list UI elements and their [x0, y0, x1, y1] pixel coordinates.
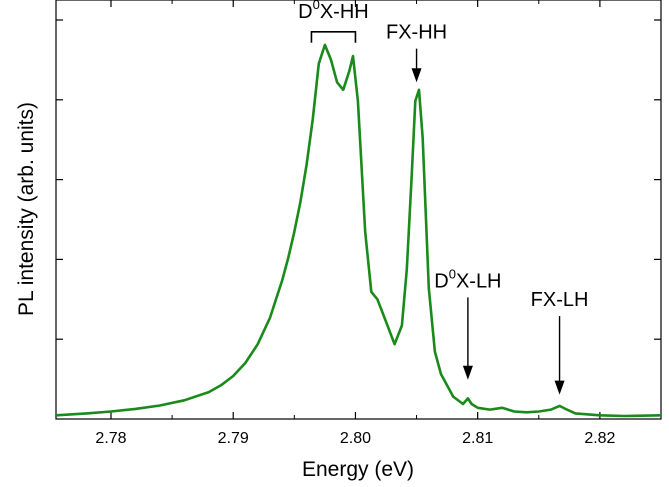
arrowhead-fx_hh	[411, 68, 422, 83]
x-tick-label: 2.80	[340, 430, 371, 447]
arrowhead-d0x_lh	[462, 365, 473, 380]
arrowhead-fx_lh	[554, 380, 565, 395]
annotation-label-fx_lh: FX-LH	[531, 289, 589, 311]
x-tick-label: 2.79	[218, 430, 249, 447]
peak-annotations: D0X-HH FX-HH D0X-LH FX-LH	[298, 0, 588, 395]
x-tick-label: 2.78	[95, 430, 126, 447]
pl-spectrum-line	[55, 43, 662, 418]
y-axis-title: PL intensity (arb. units)	[15, 102, 38, 316]
x-tick-label: 2.82	[584, 430, 615, 447]
x-axis-title: Energy (eV)	[302, 458, 414, 481]
x-tick-label: 2.81	[462, 430, 493, 447]
annotation-label-d0x_hh: D0X-HH	[298, 0, 369, 23]
x-axis-ticks: 2.78 2.79 2.80 2.81 2.82	[95, 0, 662, 447]
annotation-label-d0x_lh: D0X-LH	[434, 266, 501, 292]
annotation-label-fx_hh: FX-HH	[386, 22, 447, 44]
plot-frame	[55, 0, 662, 420]
bracket-d0x_hh	[310, 30, 357, 43]
y-axis-ticks	[56, 19, 661, 340]
